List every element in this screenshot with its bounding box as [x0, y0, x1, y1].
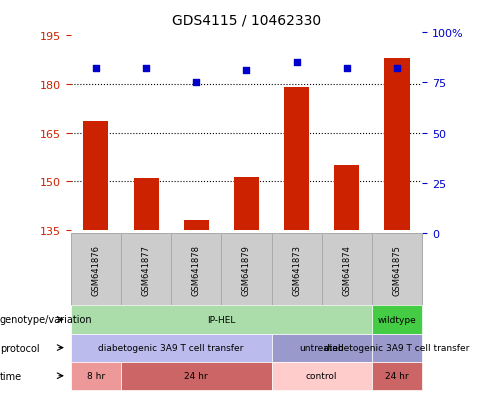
Text: diabetogenic 3A9 T cell transfer: diabetogenic 3A9 T cell transfer	[99, 343, 244, 352]
Text: untreated: untreated	[299, 343, 344, 352]
Bar	[234, 178, 259, 230]
Bar	[183, 221, 209, 230]
Bar	[271, 362, 372, 390]
Point	[293, 60, 301, 66]
Bar	[271, 233, 322, 306]
Point	[92, 66, 100, 72]
Text: GSM641875: GSM641875	[392, 244, 402, 295]
Title: GDS4115 / 10462330: GDS4115 / 10462330	[172, 14, 321, 28]
Text: 24 hr: 24 hr	[184, 371, 208, 380]
Point	[142, 66, 150, 72]
Text: protocol: protocol	[0, 343, 40, 353]
Bar	[71, 306, 372, 334]
Text: GSM641877: GSM641877	[142, 244, 151, 295]
Point	[192, 80, 200, 86]
Bar	[284, 87, 309, 230]
Bar	[71, 334, 271, 362]
Text: 24 hr: 24 hr	[385, 371, 409, 380]
Bar	[134, 178, 159, 230]
Point	[393, 66, 401, 72]
Bar	[385, 59, 409, 230]
Text: GSM641879: GSM641879	[242, 244, 251, 295]
Bar	[121, 233, 171, 306]
Bar	[121, 362, 271, 390]
Point	[343, 66, 351, 72]
Text: time: time	[0, 371, 22, 381]
Bar	[372, 334, 422, 362]
Text: IP-HEL: IP-HEL	[207, 315, 236, 324]
Bar	[71, 233, 121, 306]
Bar	[83, 122, 108, 230]
Bar	[71, 362, 121, 390]
Text: genotype/variation: genotype/variation	[0, 315, 93, 325]
Text: GSM641878: GSM641878	[192, 244, 201, 295]
Bar	[334, 166, 359, 230]
Bar	[271, 334, 372, 362]
Bar	[222, 233, 271, 306]
Bar	[372, 362, 422, 390]
Text: GSM641874: GSM641874	[342, 244, 351, 295]
Bar	[171, 233, 222, 306]
Bar	[322, 233, 372, 306]
Text: 8 hr: 8 hr	[87, 371, 105, 380]
Text: control: control	[306, 371, 338, 380]
Bar	[372, 233, 422, 306]
Text: diabetogenic 3A9 T cell transfer: diabetogenic 3A9 T cell transfer	[325, 343, 470, 352]
Bar	[372, 306, 422, 334]
Text: GSM641876: GSM641876	[91, 244, 101, 295]
Text: wildtype: wildtype	[378, 315, 416, 324]
Point	[243, 68, 250, 74]
Text: GSM641873: GSM641873	[292, 244, 301, 295]
